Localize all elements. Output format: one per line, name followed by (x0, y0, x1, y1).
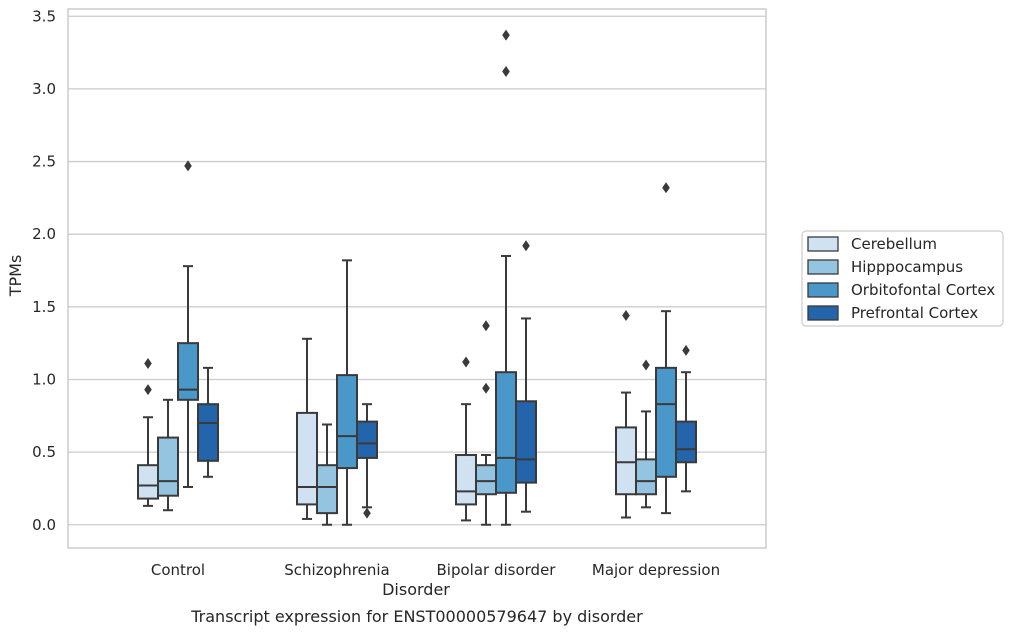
iqr-box (655, 366, 677, 478)
legend-item: Orbitofontal Cortex (807, 281, 995, 299)
box-0-3 (615, 310, 637, 519)
iqr-box (336, 374, 358, 470)
box-1-2 (475, 320, 497, 526)
iqr-box (515, 400, 537, 484)
legend-item: Hipppocampus (807, 258, 963, 276)
legend-label: Cerebellum (851, 235, 937, 253)
iqr-box (495, 371, 517, 494)
outlier-point (682, 344, 690, 356)
x-tick-label: Schizophrenia (284, 561, 389, 579)
iqr-box (475, 464, 497, 496)
box-0-1 (296, 337, 318, 520)
legend-swatch (807, 259, 839, 275)
legend-frame (801, 230, 1004, 327)
outlier-point (482, 320, 490, 332)
outlier-point (502, 65, 510, 77)
x-axis-label: Disorder (382, 580, 450, 599)
iqr-box (157, 436, 179, 497)
legend-item: Cerebellum (807, 235, 937, 253)
y-tick-label: 0.5 (32, 443, 56, 461)
outlier-point (502, 29, 510, 41)
x-tick-label: Bipolar disorder (437, 561, 557, 579)
box-2-1 (336, 259, 358, 526)
outlier-point (522, 240, 530, 252)
box-3-3 (675, 344, 697, 493)
legend-label: Hipppocampus (851, 258, 963, 276)
y-tick-label: 0.0 (32, 516, 56, 534)
y-tick-label: 2.0 (32, 225, 56, 243)
box-2-2 (495, 29, 517, 526)
legend: Cerebellum Hipppocampus Orbitofontal Corte… (801, 230, 1004, 327)
box-0-0 (137, 357, 159, 507)
outlier-point (363, 507, 371, 519)
x-tick-label: Control (151, 561, 205, 579)
box-1-3 (635, 359, 657, 509)
y-tick-label: 2.5 (32, 153, 56, 171)
iqr-box (197, 403, 219, 462)
legend-swatch (807, 236, 839, 252)
box-plot-series (137, 29, 697, 526)
outlier-point (622, 310, 630, 322)
y-tick-label: 1.5 (32, 298, 56, 316)
box-0-2 (455, 356, 477, 522)
legend-swatch (807, 305, 839, 321)
outlier-point (642, 359, 650, 371)
legend-swatch (807, 282, 839, 298)
iqr-box (316, 464, 338, 515)
y-tick-label: 3.0 (32, 80, 56, 98)
iqr-box (635, 458, 657, 496)
outlier-point (184, 160, 192, 172)
y-tick-labels: 0.0 0.5 1.0 1.5 2.0 2.5 3.0 3.5 (32, 7, 56, 533)
outlier-point (144, 357, 152, 369)
box-1-0 (157, 398, 179, 512)
iqr-box (137, 464, 159, 500)
plot-frame (67, 8, 767, 549)
outlier-point (462, 356, 470, 368)
chart-caption: Transcript expression for ENST0000057964… (190, 607, 643, 626)
y-tick-label: 1.0 (32, 370, 56, 388)
iqr-box (296, 411, 318, 506)
legend-item: Prefrontal Cortex (807, 304, 978, 322)
outlier-point (144, 384, 152, 396)
iqr-box (455, 454, 477, 506)
y-axis-label: TPMs (6, 255, 25, 298)
iqr-box (177, 342, 199, 401)
box-3-2 (515, 240, 537, 513)
box-2-0 (177, 160, 199, 488)
outlier-point (662, 182, 670, 194)
box-3-1 (356, 403, 378, 519)
iqr-box (356, 420, 378, 459)
box-3-0 (197, 366, 219, 478)
box-2-3 (655, 182, 677, 515)
outlier-point (482, 382, 490, 394)
x-tick-labels: Control Schizophrenia Bipolar disorder Majo… (151, 561, 720, 579)
legend-label: Orbitofontal Cortex (851, 281, 995, 299)
iqr-box (615, 426, 637, 496)
box-1-1 (316, 423, 338, 526)
legend-label: Prefrontal Cortex (851, 304, 978, 322)
y-tick-label: 3.5 (32, 7, 56, 25)
x-tick-label: Major depression (592, 561, 720, 579)
iqr-box (675, 420, 697, 464)
